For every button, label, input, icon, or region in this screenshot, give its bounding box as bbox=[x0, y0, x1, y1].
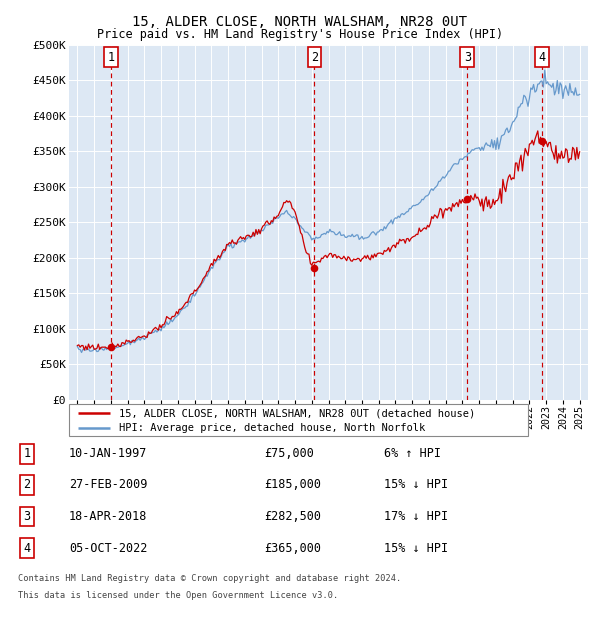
Text: 15, ALDER CLOSE, NORTH WALSHAM, NR28 0UT (detached house): 15, ALDER CLOSE, NORTH WALSHAM, NR28 0UT… bbox=[119, 408, 476, 419]
Text: 15, ALDER CLOSE, NORTH WALSHAM, NR28 0UT: 15, ALDER CLOSE, NORTH WALSHAM, NR28 0UT bbox=[133, 16, 467, 30]
Text: 15% ↓ HPI: 15% ↓ HPI bbox=[384, 542, 448, 554]
Text: 6% ↑ HPI: 6% ↑ HPI bbox=[384, 448, 441, 460]
Text: 3: 3 bbox=[23, 510, 31, 523]
Text: HPI: Average price, detached house, North Norfolk: HPI: Average price, detached house, Nort… bbox=[119, 423, 426, 433]
Text: 4: 4 bbox=[538, 51, 545, 64]
Text: 3: 3 bbox=[464, 51, 471, 64]
Text: 05-OCT-2022: 05-OCT-2022 bbox=[69, 542, 148, 554]
Text: 1: 1 bbox=[108, 51, 115, 64]
Text: 10-JAN-1997: 10-JAN-1997 bbox=[69, 448, 148, 460]
Text: 2: 2 bbox=[23, 479, 31, 491]
Text: 15% ↓ HPI: 15% ↓ HPI bbox=[384, 479, 448, 491]
Text: 1: 1 bbox=[23, 448, 31, 460]
FancyBboxPatch shape bbox=[69, 404, 528, 436]
Text: This data is licensed under the Open Government Licence v3.0.: This data is licensed under the Open Gov… bbox=[18, 591, 338, 600]
Text: 4: 4 bbox=[23, 542, 31, 554]
Text: £185,000: £185,000 bbox=[264, 479, 321, 491]
Text: Contains HM Land Registry data © Crown copyright and database right 2024.: Contains HM Land Registry data © Crown c… bbox=[18, 574, 401, 583]
Text: £75,000: £75,000 bbox=[264, 448, 314, 460]
Text: 2: 2 bbox=[311, 51, 318, 64]
Text: £365,000: £365,000 bbox=[264, 542, 321, 554]
Text: £282,500: £282,500 bbox=[264, 510, 321, 523]
Text: 17% ↓ HPI: 17% ↓ HPI bbox=[384, 510, 448, 523]
Text: 18-APR-2018: 18-APR-2018 bbox=[69, 510, 148, 523]
Text: 27-FEB-2009: 27-FEB-2009 bbox=[69, 479, 148, 491]
Text: Price paid vs. HM Land Registry's House Price Index (HPI): Price paid vs. HM Land Registry's House … bbox=[97, 28, 503, 41]
